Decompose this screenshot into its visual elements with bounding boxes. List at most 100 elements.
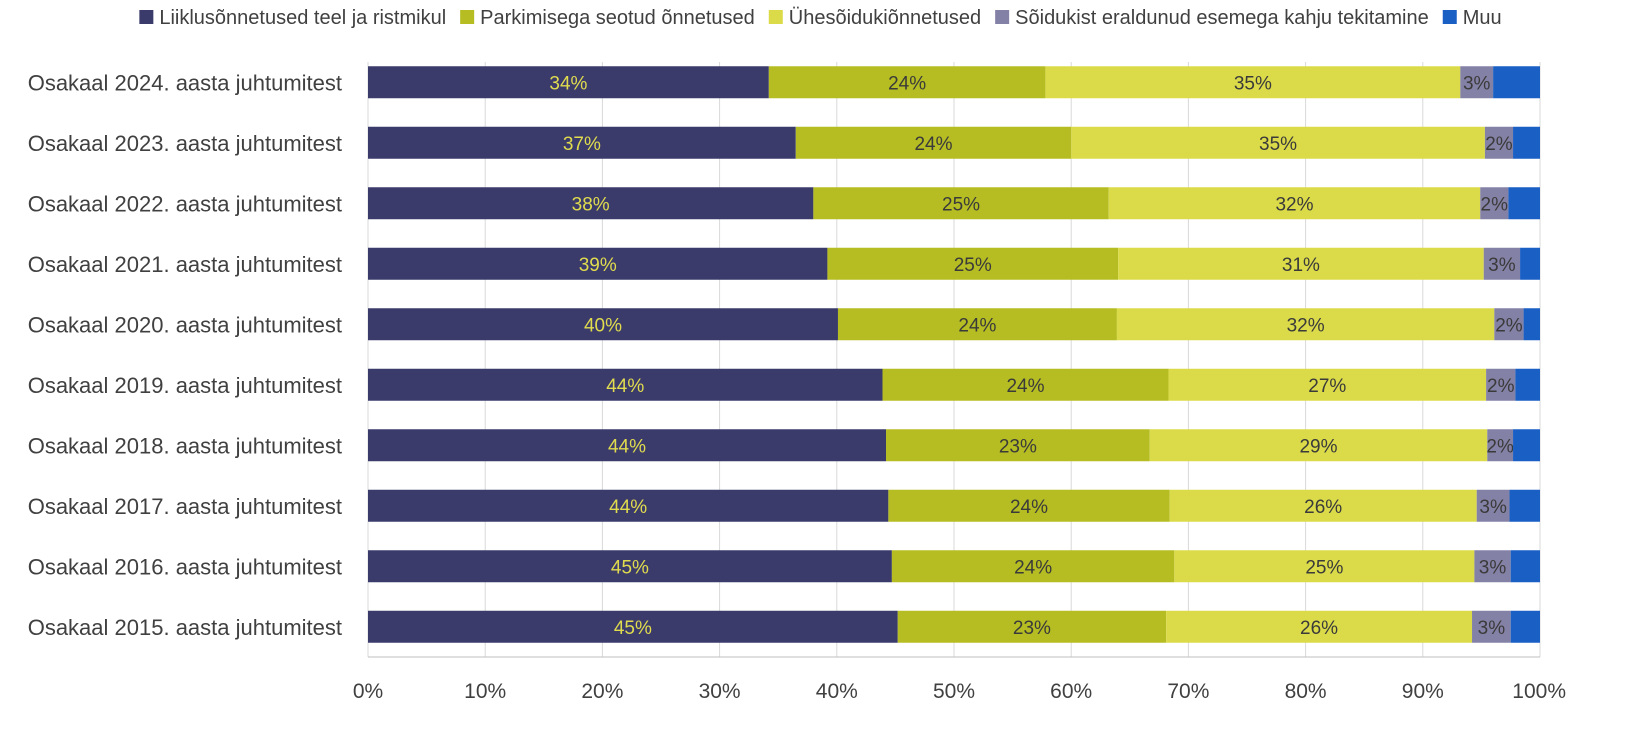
y-tick-label: Osakaal 2018. aasta juhtumitest xyxy=(28,433,342,458)
x-tick-label: 0% xyxy=(353,680,383,703)
bar-segment xyxy=(368,66,769,99)
x-tick-label: 40% xyxy=(816,680,858,703)
bar-row: 37% 24% 35% 2% xyxy=(368,126,1540,159)
y-tick-label: Osakaal 2021. aasta juhtumitest xyxy=(28,252,342,277)
bar-segment xyxy=(1484,126,1514,159)
x-tick-label: 80% xyxy=(1285,680,1327,703)
legend-item: Muu xyxy=(1442,7,1502,29)
y-tick-label: Osakaal 2020. aasta juhtumitest xyxy=(28,312,342,337)
bar-segment xyxy=(1515,368,1540,401)
x-tick-label: 50% xyxy=(933,680,975,703)
data-label: 29% xyxy=(1299,436,1337,457)
y-tick-label: Osakaal 2024. aasta juhtumitest xyxy=(28,70,342,95)
data-label: 35% xyxy=(1259,134,1297,155)
data-label: 40% xyxy=(584,315,622,336)
data-label: 27% xyxy=(1308,376,1346,397)
bar-segment xyxy=(1045,66,1461,99)
bar-segment xyxy=(1483,247,1521,280)
data-label: 25% xyxy=(1305,557,1343,578)
bar-segment xyxy=(368,489,889,522)
bar-segment xyxy=(1472,610,1511,643)
bar-segment xyxy=(1118,247,1484,280)
bar-segment xyxy=(1510,550,1540,583)
bar-segment xyxy=(368,610,898,643)
x-tick-label: 60% xyxy=(1050,680,1092,703)
data-label: 38% xyxy=(572,194,610,215)
legend-swatch xyxy=(768,10,783,24)
data-label: 31% xyxy=(1282,255,1320,276)
data-label: 32% xyxy=(1287,315,1325,336)
bar-segment xyxy=(368,126,796,159)
bar-segment xyxy=(886,429,1150,462)
bar-segment xyxy=(827,247,1119,280)
data-label: 3% xyxy=(1488,255,1516,276)
bar-segment xyxy=(1071,126,1485,159)
data-label: 44% xyxy=(609,497,647,518)
bar-row: 38% 25% 32% 2% xyxy=(368,187,1540,220)
data-label: 45% xyxy=(614,618,652,639)
bar-row: 44% 23% 29% 2% xyxy=(368,429,1540,462)
data-label: 24% xyxy=(958,315,996,336)
bar-row: 40% 24% 32% 2% xyxy=(368,308,1540,341)
legend-swatch xyxy=(139,10,154,24)
bar-segment xyxy=(1510,610,1540,643)
bar-segment xyxy=(1487,429,1514,462)
data-label: 34% xyxy=(549,73,587,94)
data-label: 24% xyxy=(888,73,926,94)
bar-segment xyxy=(1166,610,1473,643)
bar-row: 44% 24% 26% 3% xyxy=(368,489,1540,522)
x-tick-label: 30% xyxy=(699,680,741,703)
data-label: 25% xyxy=(942,194,980,215)
bar-segment xyxy=(1169,489,1477,522)
y-tick-label: Osakaal 2017. aasta juhtumitest xyxy=(28,494,342,519)
data-label: 45% xyxy=(611,557,649,578)
bar-segment xyxy=(888,489,1170,522)
bar-segment xyxy=(1108,187,1481,220)
legend-item: Liiklusõnnetused teel ja ristmikul xyxy=(139,7,446,29)
data-label: 2% xyxy=(1487,376,1515,397)
bar-segment xyxy=(1174,550,1475,583)
data-label: 23% xyxy=(1013,618,1051,639)
bar-segment xyxy=(1168,368,1487,401)
y-tick-label: Osakaal 2023. aasta juhtumitest xyxy=(28,131,342,156)
data-label: 25% xyxy=(954,255,992,276)
bar-segment xyxy=(897,610,1167,643)
legend-swatch xyxy=(1442,10,1457,24)
legend-label: Parkimisega seotud õnnetused xyxy=(480,7,755,29)
y-tick-label: Osakaal 2016. aasta juhtumitest xyxy=(28,554,342,579)
bar-segment xyxy=(1116,308,1495,341)
data-label: 3% xyxy=(1479,497,1507,518)
bar-segment xyxy=(1474,550,1511,583)
x-tick-label: 10% xyxy=(464,680,506,703)
data-label: 2% xyxy=(1481,194,1509,215)
bars: 34% 24% 35% 3%37% 24% 35% 2%38% 25% 32% 2%39% 25% 3… xyxy=(368,66,1540,643)
legend-label: Ühesõidukiõnnetused xyxy=(789,7,981,29)
bar-segment xyxy=(1513,126,1540,159)
legend-swatch xyxy=(995,10,1010,24)
x-tick-label: 100% xyxy=(1512,680,1566,703)
bar-segment xyxy=(1476,489,1510,522)
bar-segment xyxy=(891,550,1175,583)
data-label: 32% xyxy=(1275,194,1313,215)
y-tick-label: Osakaal 2015. aasta juhtumitest xyxy=(28,615,342,640)
bar-segment xyxy=(813,187,1109,220)
bar-segment xyxy=(368,247,828,280)
data-label: 35% xyxy=(1234,73,1272,94)
bar-segment xyxy=(1513,429,1540,462)
legend-label: Liiklusõnnetused teel ja ristmikul xyxy=(159,7,446,29)
bar-segment xyxy=(368,308,838,341)
data-label: 24% xyxy=(1014,557,1052,578)
bar-segment xyxy=(1486,368,1516,401)
data-label: 3% xyxy=(1479,557,1507,578)
data-label: 3% xyxy=(1463,73,1491,94)
legend-item: Sõidukist eraldunud esemega kahju tekita… xyxy=(995,7,1429,29)
bar-segment xyxy=(1480,187,1509,220)
x-axis-tick-labels: 0% 10% 20% 30% 40% 50% 60% 70% 80% 90% 100% xyxy=(353,680,1566,703)
bar-segment xyxy=(368,368,883,401)
data-label: 2% xyxy=(1495,315,1523,336)
bar-segment xyxy=(1494,308,1524,341)
bar-segment xyxy=(837,308,1117,341)
legend-item: Ühesõidukiõnnetused xyxy=(768,7,981,29)
data-label: 37% xyxy=(563,134,601,155)
